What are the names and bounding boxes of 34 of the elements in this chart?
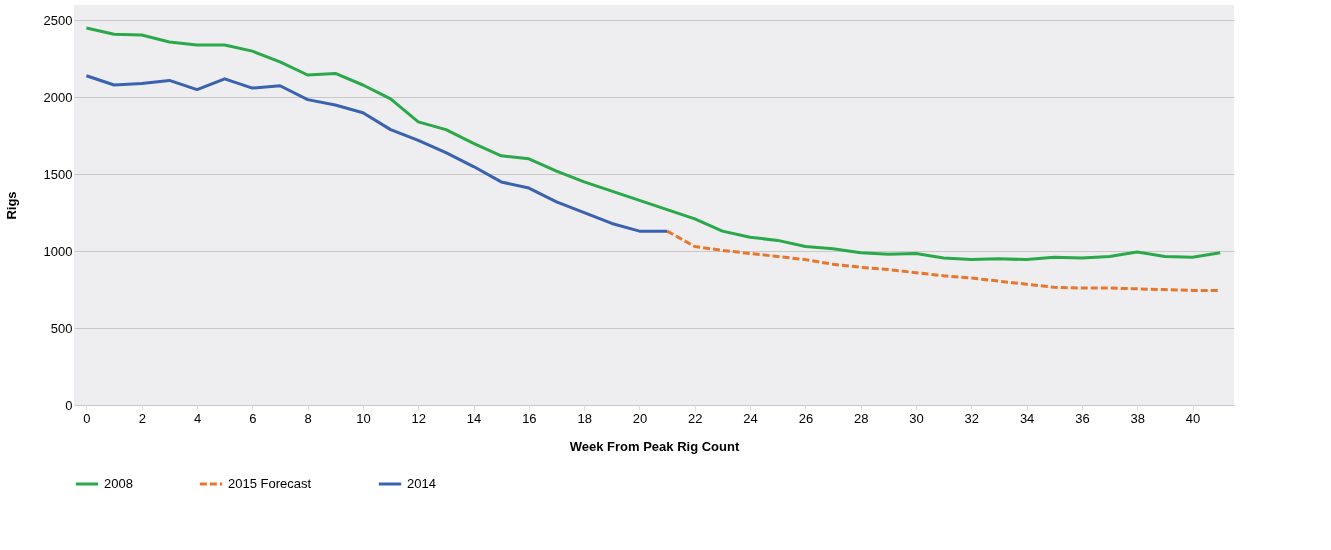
y-tick-label: 1500	[43, 166, 73, 182]
x-tick-label: 16	[522, 410, 537, 426]
x-tick-label: 10	[356, 410, 371, 426]
x-tick-label: 8	[304, 410, 312, 426]
x-tick-label: 38	[1130, 410, 1145, 426]
legend-label: 2008	[104, 476, 133, 491]
y-tick-label: 1000	[43, 243, 73, 259]
x-tick-label: 34	[1019, 410, 1035, 426]
x-tick-label: 26	[798, 410, 814, 426]
x-tick-label: 18	[577, 410, 592, 426]
x-tick-label: 40	[1185, 410, 1201, 426]
y-tick-label: 0	[65, 397, 73, 413]
line-series	[84, 26, 1222, 262]
y-tick-label: 2500	[43, 12, 73, 28]
x-tick-label: 24	[743, 410, 758, 426]
x-tick-label: 30	[909, 410, 924, 426]
x-tick-label: 36	[1075, 410, 1090, 426]
x-tick-label: 4	[193, 410, 202, 426]
x-tick-label: 0	[83, 410, 91, 426]
y-tick-label: 500	[50, 320, 73, 336]
x-tick-label: 12	[411, 410, 426, 426]
legend-label: 2014	[407, 476, 436, 491]
legend-label: 2015 Forecast	[228, 476, 312, 491]
x-tick-label: 6	[249, 410, 257, 426]
x-tick-label: 32	[964, 410, 980, 426]
x-tick-label: 20	[632, 410, 648, 426]
y-tick-label: 2000	[43, 89, 73, 105]
y-axis-title: Rigs	[3, 191, 19, 220]
x-tick-label: 22	[688, 410, 703, 426]
x-tick-label: 2	[138, 410, 146, 426]
x-tick-label: 14	[466, 410, 482, 426]
line-series	[84, 74, 669, 233]
x-tick-label: 28	[853, 410, 869, 426]
x-axis-title: Week From Peak Rig Count	[569, 438, 740, 454]
